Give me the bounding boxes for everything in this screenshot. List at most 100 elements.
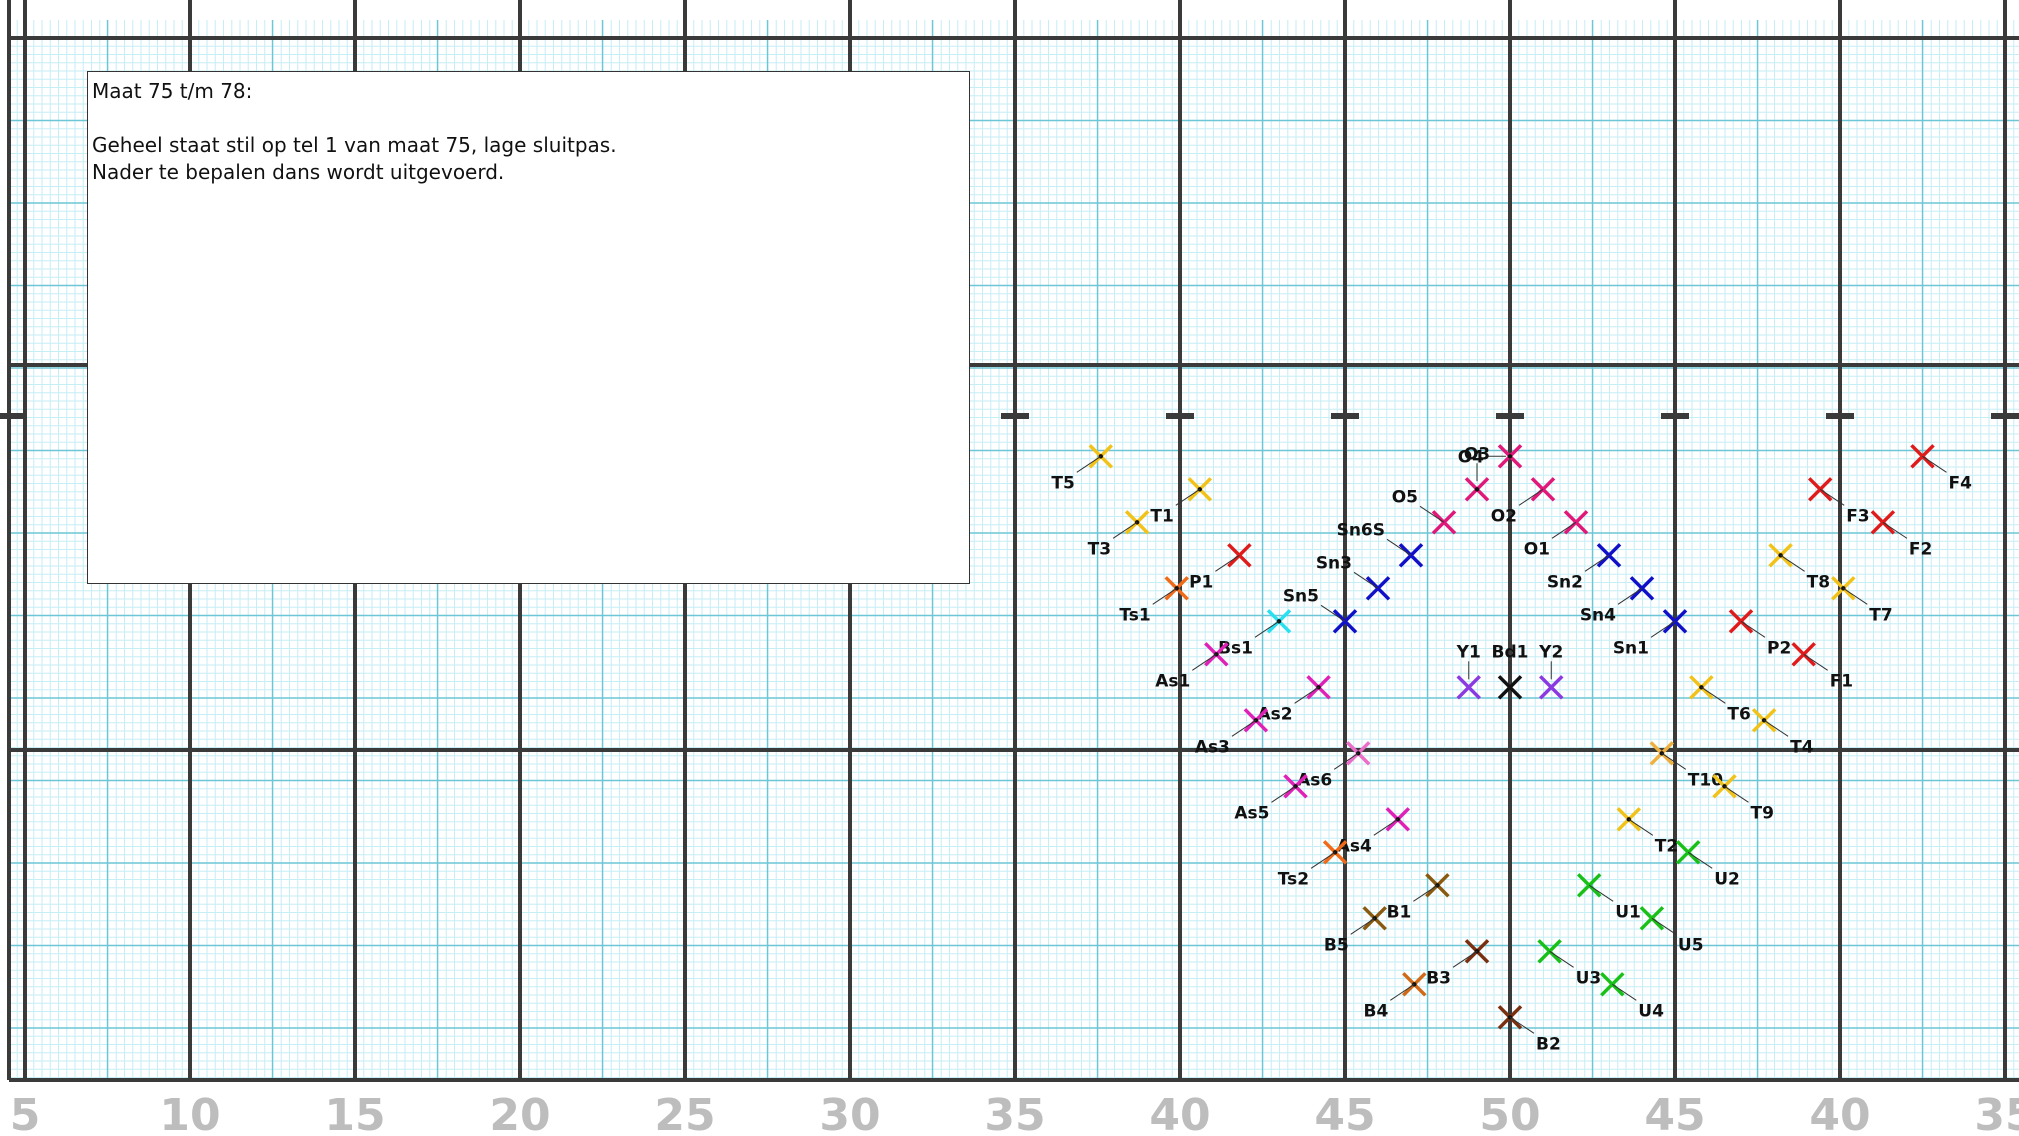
performer-label: P2 <box>1767 638 1791 658</box>
performer-label: B4 <box>1364 1001 1389 1021</box>
performer-marker[interactable]: O2 <box>1491 477 1556 526</box>
performer-label: U3 <box>1576 968 1602 988</box>
performer-marker[interactable]: B5 <box>1324 906 1387 955</box>
performer-marker[interactable]: T5 <box>1051 444 1114 493</box>
performer-label: T7 <box>1869 605 1892 625</box>
performer-label: Y1 <box>1456 642 1481 662</box>
performer-label: O5 <box>1392 487 1418 507</box>
performer-label: F3 <box>1846 506 1869 526</box>
performer-label: T6 <box>1727 704 1750 724</box>
performer-label: B3 <box>1426 968 1451 988</box>
performer-marker[interactable]: T2 <box>1616 807 1678 856</box>
performer-marker[interactable]: F3 <box>1807 477 1870 526</box>
performer-marker[interactable]: Bd1 <box>1492 642 1529 700</box>
performer-marker[interactable]: F1 <box>1791 642 1853 691</box>
performer-marker[interactable]: Sn6S <box>1337 520 1424 568</box>
performer-label: F4 <box>1949 473 1973 493</box>
performer-label: O1 <box>1524 539 1550 559</box>
performer-label: T4 <box>1790 737 1814 757</box>
performer-marker[interactable]: Sn2 <box>1547 543 1622 592</box>
performer-label: B1 <box>1387 902 1412 922</box>
yard-number-label: 45 <box>1314 1090 1375 1136</box>
performer-label: F1 <box>1830 671 1853 691</box>
yard-number-label: 35 <box>984 1090 1045 1136</box>
performer-marker[interactable]: U4 <box>1600 972 1664 1021</box>
performer-marker[interactable]: O1 <box>1524 510 1589 559</box>
performer-marker[interactable]: As1 <box>1155 642 1229 691</box>
yard-number-label: 50 <box>1479 1090 1540 1136</box>
performer-marker[interactable]: Y1 <box>1456 642 1481 700</box>
performer-label: T2 <box>1655 836 1678 856</box>
performer-label: T8 <box>1807 572 1830 592</box>
performer-label: Sn3 <box>1316 553 1352 573</box>
performer-marker[interactable]: T3 <box>1088 510 1150 559</box>
performer-label: U4 <box>1638 1001 1664 1021</box>
performer-marker[interactable]: F4 <box>1910 444 1973 493</box>
performer-marker[interactable]: T9 <box>1712 774 1774 823</box>
yard-number-label: 10 <box>159 1090 220 1136</box>
performer-marker[interactable]: Y2 <box>1538 642 1564 700</box>
performer-marker[interactable]: As4 <box>1337 807 1411 856</box>
performer-marker[interactable]: P1 <box>1189 543 1252 592</box>
performer-marker[interactable]: As5 <box>1234 774 1308 823</box>
yard-number-label: 35 <box>1974 1090 2019 1136</box>
performer-marker[interactable]: B1 <box>1387 873 1450 922</box>
performer-marker[interactable]: Ts2 <box>1278 840 1348 889</box>
performer-label: O2 <box>1491 506 1517 526</box>
note-line: Geheel staat stil op tel 1 van maat 75, … <box>92 133 617 157</box>
performer-marker[interactable]: Sn1 <box>1613 609 1688 658</box>
performer-marker[interactable]: T6 <box>1689 675 1751 724</box>
performer-label: B5 <box>1324 935 1349 955</box>
performer-marker[interactable]: P2 <box>1728 609 1791 658</box>
performer-label: F2 <box>1909 539 1932 559</box>
performer-marker[interactable]: Sn5 <box>1283 586 1358 634</box>
performer-label: Y2 <box>1538 642 1563 662</box>
performer-marker[interactable]: As2 <box>1257 675 1331 724</box>
performer-marker[interactable]: T4 <box>1751 708 1814 757</box>
measure-note-box: Maat 75 t/m 78: Geheel staat stil op tel … <box>87 71 970 584</box>
performer-marker[interactable]: B4 <box>1364 972 1427 1021</box>
performer-marker[interactable]: U5 <box>1639 906 1704 955</box>
performer-marker[interactable]: T7 <box>1831 576 1893 625</box>
yard-number-label: 45 <box>1644 1090 1705 1136</box>
performer-marker[interactable]: T1 <box>1150 477 1213 526</box>
performer-label: Sn1 <box>1613 638 1649 658</box>
performer-label: As1 <box>1155 671 1190 691</box>
note-line: Maat 75 t/m 78: <box>92 79 253 103</box>
performer-marker[interactable]: U1 <box>1576 873 1641 922</box>
performer-marker[interactable]: U2 <box>1675 840 1740 889</box>
performer-label: U5 <box>1678 935 1704 955</box>
yard-number-label: 20 <box>489 1090 550 1136</box>
performer-label: T9 <box>1751 803 1774 823</box>
performer-marker[interactable]: O5 <box>1392 487 1457 535</box>
performer-marker[interactable]: Sn3 <box>1316 553 1391 601</box>
performer-marker[interactable]: O4 <box>1458 444 1523 469</box>
yard-number-label: 15 <box>324 1090 385 1136</box>
yard-number-labels: 5 10 15 20 25 30 35 40 45 50 45 40 35 <box>10 1090 2019 1136</box>
performer-marker[interactable]: Ts1 <box>1119 576 1189 625</box>
performer-label: As3 <box>1195 737 1230 757</box>
yard-number-label: 5 <box>10 1090 41 1136</box>
performer-label: T3 <box>1088 539 1111 559</box>
performer-label: Ts1 <box>1119 605 1150 625</box>
performer-label: Ts2 <box>1278 869 1309 889</box>
performer-label: Bd1 <box>1492 642 1529 662</box>
performer-label: U1 <box>1615 902 1641 922</box>
performer-label: Sn2 <box>1547 572 1583 592</box>
performer-label: As5 <box>1234 803 1269 823</box>
performer-label: Sn5 <box>1283 586 1319 606</box>
performer-label: Sn6S <box>1337 520 1385 540</box>
performer-marker[interactable]: As3 <box>1195 708 1269 757</box>
yard-number-label: 30 <box>819 1090 880 1136</box>
performer-marker[interactable]: O3 <box>1464 444 1490 502</box>
performer-marker[interactable]: B2 <box>1497 1005 1561 1054</box>
performer-marker[interactable]: F2 <box>1870 510 1932 559</box>
performer-marker[interactable]: U3 <box>1537 939 1602 988</box>
performer-marker[interactable]: B3 <box>1426 939 1490 988</box>
performer-marker[interactable]: T8 <box>1768 543 1830 592</box>
performer-label: U2 <box>1714 869 1740 889</box>
yard-number-label: 40 <box>1149 1090 1210 1136</box>
performer-label: O4 <box>1458 447 1484 467</box>
performer-label: O3 <box>1464 444 1490 464</box>
performer-marker[interactable]: Sn4 <box>1580 576 1655 625</box>
